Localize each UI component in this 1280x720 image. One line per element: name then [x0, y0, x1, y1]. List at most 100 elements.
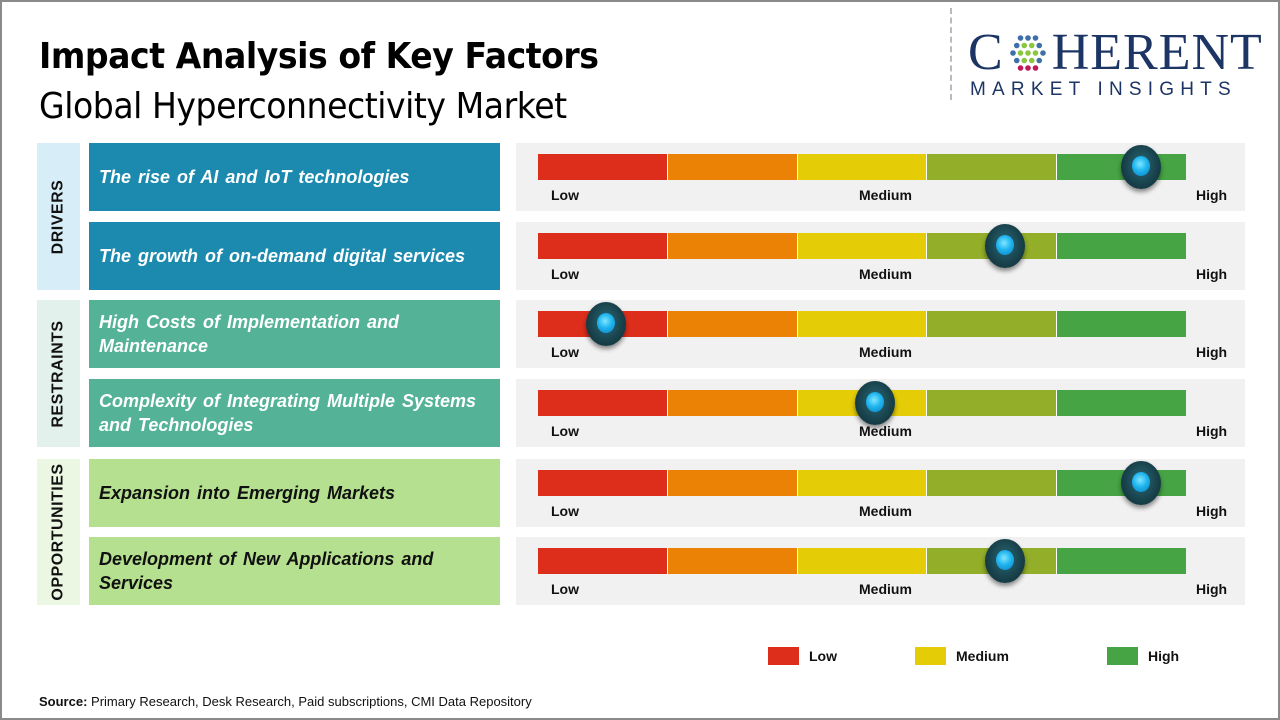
logo-dot	[1032, 50, 1038, 56]
gauge-segment	[667, 311, 798, 337]
gauge-segment	[927, 390, 1058, 416]
logo-dot	[1028, 57, 1035, 64]
gauge-bar	[538, 470, 1186, 496]
gauge-min-label: Low	[551, 581, 579, 597]
factor-label: Expansion into Emerging Markets	[89, 459, 500, 527]
impact-indicator-knob	[1120, 145, 1161, 189]
logo-divider	[950, 8, 952, 100]
impact-gauge: Low Medium High	[516, 459, 1245, 527]
gauge-segment	[1057, 390, 1186, 416]
logo-dot	[1024, 35, 1031, 41]
logo-dot	[1009, 50, 1016, 56]
gauge-max-label: High	[1196, 423, 1228, 439]
gauge-max-label: High	[1196, 266, 1228, 282]
gauge-segment	[1057, 548, 1186, 574]
gauge-min-label: Low	[551, 423, 579, 439]
gauge-segment	[538, 390, 668, 416]
gauge-mid-label: Medium	[859, 503, 912, 519]
category-label-restraints: RESTRAINTS	[37, 300, 80, 447]
factor-label: Complexity of Integrating Multiple Syste…	[89, 379, 500, 447]
gauge-segment	[797, 154, 928, 180]
gauge-mid-label: Medium	[859, 266, 912, 282]
gauge-segment	[797, 548, 928, 574]
gauge-segment	[1057, 233, 1186, 259]
gauge-min-label: Low	[551, 266, 579, 282]
gauge-segment	[797, 311, 928, 337]
category-name: DRIVERS	[49, 179, 67, 254]
gauge-min-label: Low	[551, 344, 579, 360]
logo-dot	[1028, 42, 1035, 49]
factor-label: The growth of on-demand digital services	[89, 222, 500, 290]
chart-subtitle: Global Hyperconnectivity Market	[39, 86, 567, 127]
source-label: Source:	[39, 694, 88, 709]
logo-dot	[1017, 35, 1023, 41]
legend-label: Low	[809, 648, 837, 664]
factor-label: Development of New Applications and Serv…	[89, 537, 500, 605]
gauge-segment	[667, 470, 798, 496]
factor-label: The rise of AI and IoT technologies	[89, 143, 500, 211]
gauge-mid-label: Medium	[859, 187, 912, 203]
gauge-segment	[1057, 311, 1186, 337]
legend-swatch	[1107, 647, 1138, 665]
impact-gauge: Low Medium High	[516, 537, 1245, 605]
logo-dot	[1024, 65, 1031, 71]
gauge-segment	[927, 470, 1058, 496]
gauge-mid-label: Medium	[859, 423, 912, 439]
logo-dot	[1017, 65, 1023, 71]
legend-swatch	[768, 647, 799, 665]
gauge-segment	[927, 311, 1058, 337]
gauge-max-label: High	[1196, 503, 1228, 519]
logo-dot	[1013, 42, 1020, 49]
gauge-segment	[667, 233, 798, 259]
impact-gauge: Low Medium High	[516, 379, 1245, 447]
impact-indicator-knob	[1120, 461, 1161, 505]
source-text: Primary Research, Desk Research, Paid su…	[87, 694, 532, 709]
impact-gauge: Low Medium High	[516, 300, 1245, 368]
company-logo: C HERENT	[968, 24, 1263, 81]
gauge-segment	[538, 548, 668, 574]
category-label-drivers: DRIVERS	[37, 143, 80, 290]
gauge-min-label: Low	[551, 503, 579, 519]
gauge-segment	[538, 154, 668, 180]
impact-indicator-knob	[854, 381, 895, 425]
logo-dot	[1036, 57, 1042, 64]
gauge-max-label: High	[1196, 344, 1228, 360]
gauge-segment	[538, 470, 668, 496]
category-name: OPPORTUNITIES	[49, 463, 67, 601]
category-label-opportunities: OPPORTUNITIES	[37, 459, 80, 605]
impact-indicator-knob	[984, 539, 1025, 583]
chart-title: Impact Analysis of Key Factors	[39, 36, 599, 77]
gauge-segment	[797, 233, 928, 259]
gauge-segment	[667, 154, 798, 180]
gauge-mid-label: Medium	[859, 344, 912, 360]
category-name: RESTRAINTS	[49, 319, 67, 428]
gauge-segment	[667, 548, 798, 574]
impact-gauge: Low Medium High	[516, 143, 1245, 211]
logo-subtitle: MARKET INSIGHTS	[970, 79, 1237, 100]
impact-gauge: Low Medium High	[516, 222, 1245, 290]
gauge-segment	[667, 390, 798, 416]
gauge-bar	[538, 154, 1186, 180]
gauge-bar	[538, 311, 1186, 337]
globe-dots-icon	[1006, 31, 1050, 75]
logo-dot	[1021, 42, 1027, 49]
gauge-bar	[538, 390, 1186, 416]
gauge-min-label: Low	[551, 187, 579, 203]
logo-dot	[1017, 50, 1023, 56]
impact-indicator-knob	[984, 224, 1025, 268]
logo-text-c: C	[968, 24, 1004, 81]
gauge-segment	[927, 154, 1058, 180]
gauge-bar	[538, 548, 1186, 574]
legend-item-low: Low	[768, 647, 837, 665]
impact-indicator-knob	[586, 302, 627, 346]
legend-label: Medium	[956, 648, 1009, 664]
logo-text-herent: HERENT	[1051, 24, 1263, 81]
gauge-max-label: High	[1196, 581, 1228, 597]
gauge-bar	[538, 233, 1186, 259]
gauge-mid-label: Medium	[859, 581, 912, 597]
gauge-max-label: High	[1196, 187, 1228, 203]
logo-dot	[1021, 57, 1027, 64]
factor-label: High Costs of Implementation and Mainten…	[89, 300, 500, 368]
source-note: Source: Primary Research, Desk Research,…	[39, 694, 532, 709]
logo-dot	[1032, 65, 1038, 71]
